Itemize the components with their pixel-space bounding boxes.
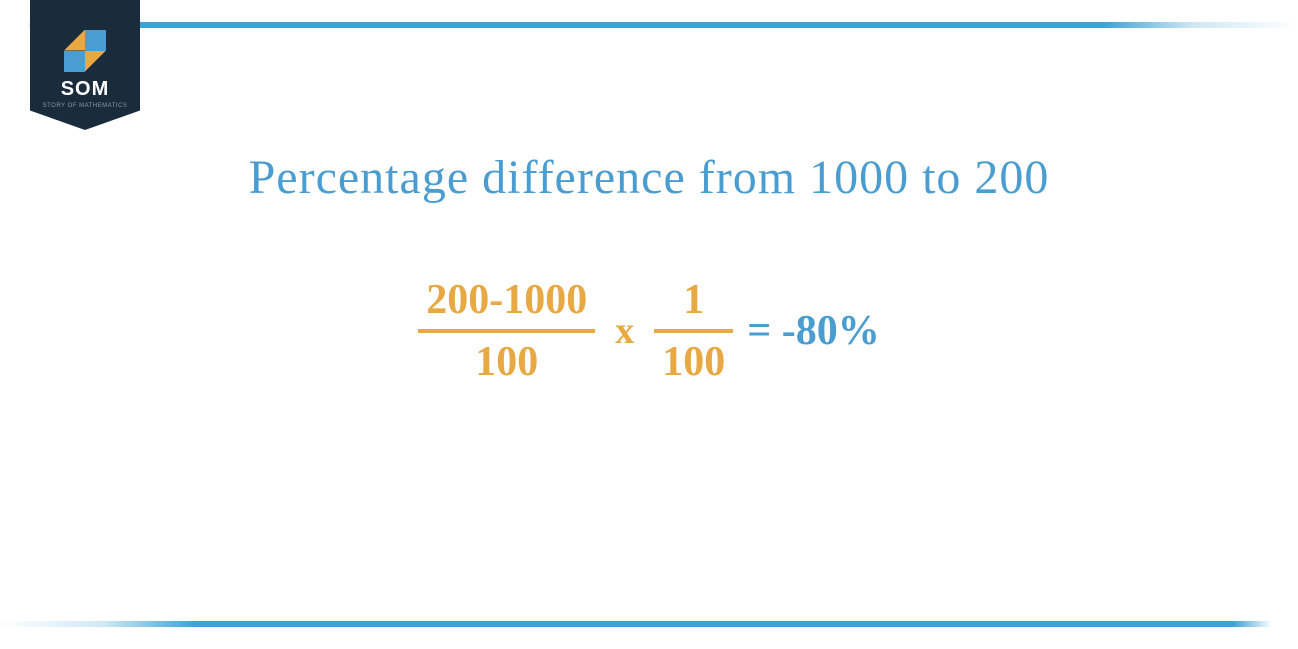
logo-main-text: SOM (61, 78, 110, 101)
logo-sub-text: STORY OF MATHEMATICS (43, 103, 128, 109)
equation-result: = -80% (747, 307, 879, 355)
top-border (0, 22, 1298, 28)
logo-badge: SOM STORY OF MATHEMATICS (30, 0, 140, 130)
content-area: Percentage difference from 1000 to 200 2… (0, 150, 1298, 388)
fraction-1-denominator: 100 (467, 333, 546, 387)
fraction-1-numerator: 200-1000 (418, 275, 595, 329)
bottom-border (0, 621, 1298, 627)
fraction-1: 200-1000 100 (418, 275, 595, 388)
equation: 200-1000 100 x 1 100 = -80% (418, 275, 879, 388)
fraction-2: 1 100 (654, 275, 733, 388)
page-title: Percentage difference from 1000 to 200 (249, 150, 1050, 205)
fraction-2-numerator: 1 (675, 275, 712, 329)
multiply-symbol: x (615, 309, 634, 353)
fraction-2-denominator: 100 (654, 333, 733, 387)
logo-icon (64, 30, 106, 72)
